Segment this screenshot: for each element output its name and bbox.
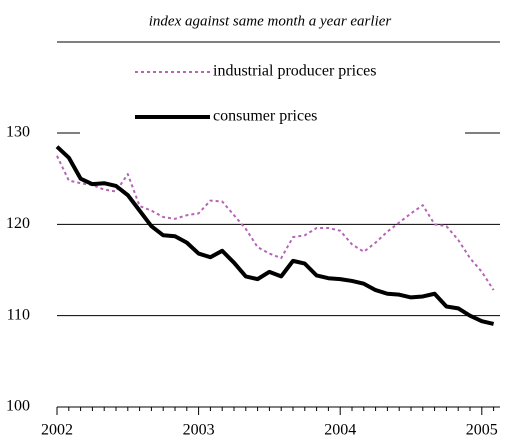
x-tick-label: 2005 [466,422,498,439]
chart-title: index against same month a year earlier [149,13,392,29]
legend-label: consumer prices [213,108,317,125]
x-tick-label: 2002 [41,422,73,439]
series-line [55,145,495,326]
y-tick-label: 100 [6,398,30,415]
legend-background [80,55,465,140]
y-tick-label: 110 [7,306,30,323]
series-line [56,155,495,291]
x-tick-label: 2003 [183,422,215,439]
y-tick-label: 120 [6,215,30,232]
x-tick-label: 2004 [324,422,356,439]
y-tick-label: 130 [6,124,30,141]
legend-label: industrial producer prices [213,63,377,80]
